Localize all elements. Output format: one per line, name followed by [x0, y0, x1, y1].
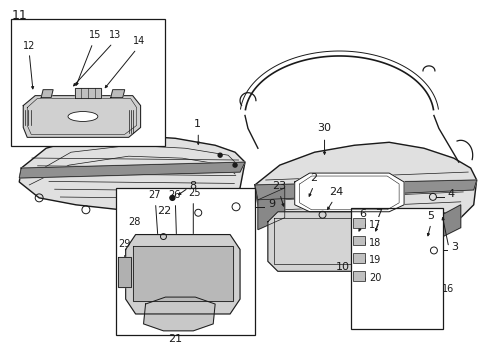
Text: 9: 9: [267, 199, 274, 209]
Bar: [11, 19, 165, 146]
Text: 26: 26: [168, 190, 181, 200]
Text: 2: 2: [309, 173, 316, 183]
Text: 8: 8: [189, 181, 196, 191]
Polygon shape: [75, 88, 101, 98]
Polygon shape: [23, 96, 141, 137]
Text: 20: 20: [368, 273, 381, 283]
Polygon shape: [436, 205, 460, 239]
Text: 18: 18: [368, 238, 381, 248]
Polygon shape: [41, 90, 53, 98]
Polygon shape: [111, 90, 124, 98]
Text: 5: 5: [426, 211, 433, 221]
Text: 7: 7: [374, 209, 382, 219]
Circle shape: [169, 195, 175, 201]
Text: 23: 23: [271, 181, 285, 191]
Bar: [116, 188, 254, 335]
Polygon shape: [254, 142, 476, 233]
Text: 12: 12: [23, 41, 36, 51]
Text: 29: 29: [119, 239, 131, 248]
Text: 11: 11: [11, 9, 27, 22]
Bar: [351, 208, 442, 329]
Text: 25: 25: [188, 188, 201, 198]
Polygon shape: [19, 162, 244, 178]
Bar: [353, 253, 365, 264]
Polygon shape: [118, 257, 130, 287]
Polygon shape: [257, 188, 284, 230]
Polygon shape: [19, 135, 244, 212]
Text: 13: 13: [108, 30, 121, 40]
Text: 30: 30: [317, 123, 331, 134]
Text: 10: 10: [335, 262, 349, 272]
Circle shape: [233, 163, 237, 167]
Text: 16: 16: [441, 284, 453, 294]
Text: 6: 6: [359, 209, 366, 219]
Polygon shape: [254, 180, 476, 200]
Text: 4: 4: [447, 189, 454, 199]
Polygon shape: [267, 212, 381, 271]
Text: 22: 22: [157, 206, 171, 216]
Text: 14: 14: [132, 36, 144, 46]
Circle shape: [218, 153, 222, 157]
Polygon shape: [143, 297, 215, 331]
Polygon shape: [294, 173, 403, 212]
Text: 3: 3: [450, 243, 457, 252]
Text: 27: 27: [148, 190, 161, 200]
Text: 21: 21: [168, 334, 182, 344]
Text: 17: 17: [368, 220, 381, 230]
Ellipse shape: [68, 112, 98, 121]
Text: 19: 19: [368, 255, 381, 265]
Bar: [353, 218, 365, 228]
Text: 15: 15: [89, 30, 101, 40]
Polygon shape: [132, 247, 233, 301]
Text: 1: 1: [194, 120, 201, 130]
Text: 24: 24: [329, 187, 343, 197]
Bar: [353, 271, 365, 281]
Bar: [353, 235, 365, 246]
Text: 28: 28: [128, 217, 141, 227]
Polygon shape: [125, 235, 240, 314]
